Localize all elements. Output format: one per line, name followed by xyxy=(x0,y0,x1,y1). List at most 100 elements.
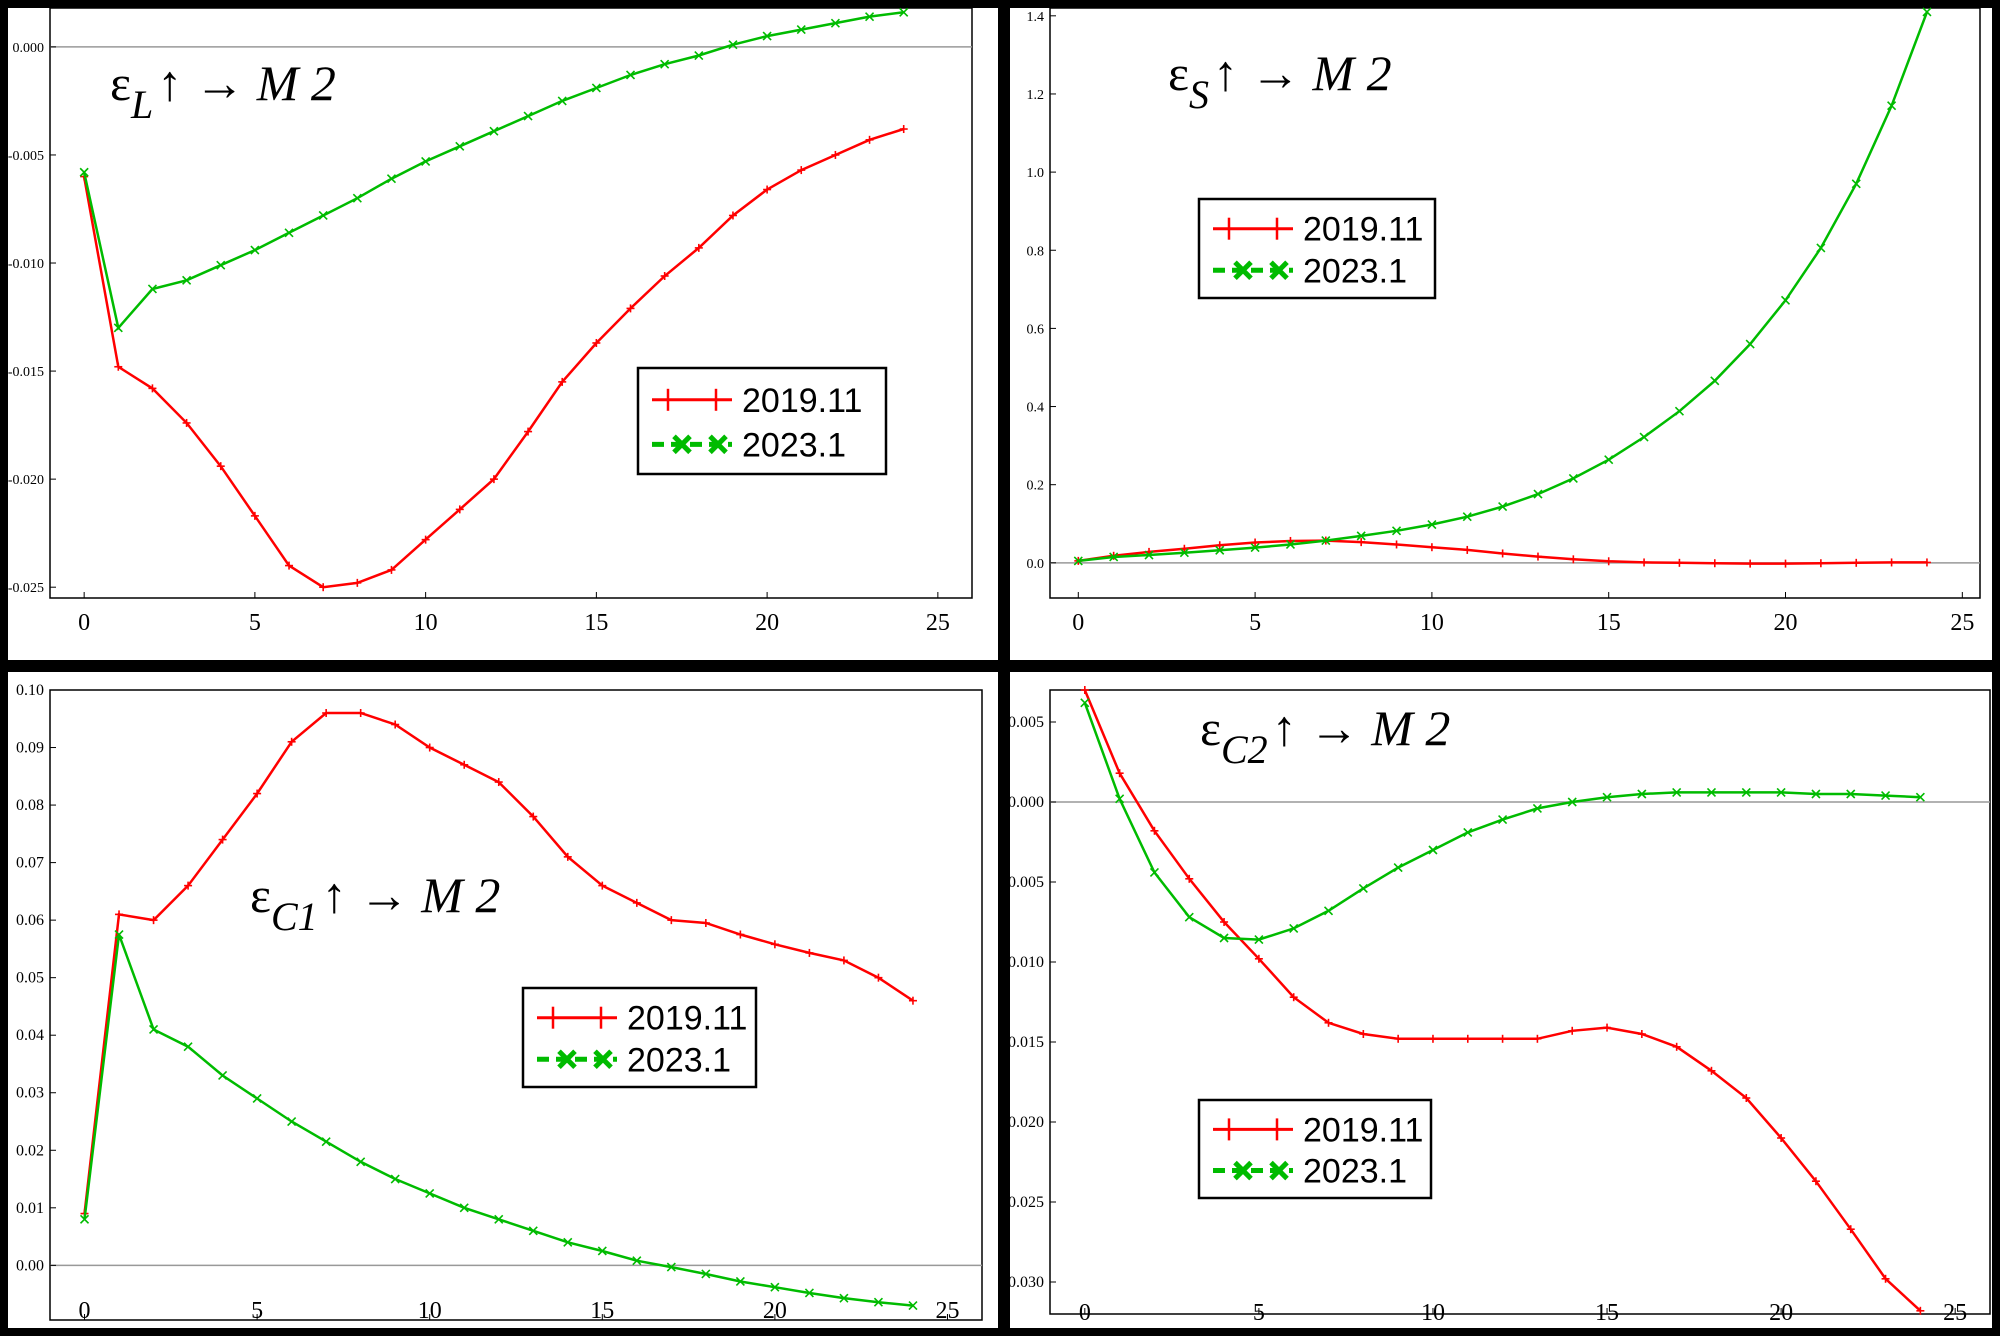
data-point-2023.1 xyxy=(1393,863,1403,873)
x-tick-label: 0 xyxy=(79,1298,91,1324)
x-tick-label: 20 xyxy=(1774,610,1798,636)
marker-stroke xyxy=(494,1214,504,1224)
marker-stroke xyxy=(1880,791,1891,801)
data-point-2023.1 xyxy=(1604,455,1614,465)
data-point-2023.1 xyxy=(1356,531,1366,541)
data-point-2023.1 xyxy=(1915,792,1925,802)
y-tick-label: -0.025 xyxy=(1003,1194,1044,1211)
marker-stroke xyxy=(1358,883,1368,893)
data-point-2023.1 xyxy=(1080,698,1090,708)
marker-stroke xyxy=(1567,797,1577,807)
marker-stroke xyxy=(1285,539,1296,550)
marker-stroke xyxy=(1811,789,1821,799)
marker-stroke xyxy=(1428,845,1438,855)
marker-stroke xyxy=(113,323,123,333)
marker-stroke xyxy=(1498,815,1508,825)
marker-stroke xyxy=(1463,827,1473,837)
data-point-2019.11 xyxy=(529,812,538,821)
data-point-2023.1 xyxy=(1073,556,1083,566)
marker-stroke xyxy=(321,1137,331,1147)
data-point-2023.1 xyxy=(728,40,738,50)
data-point-2023.1 xyxy=(321,1137,331,1147)
data-point-2019.11 xyxy=(216,462,225,471)
data-point-2019.11 xyxy=(865,135,874,144)
data-point-2023.1 xyxy=(1639,432,1649,442)
marker-stroke xyxy=(1356,531,1366,541)
data-point-2023.1 xyxy=(1776,787,1786,797)
data-point-2023.1 xyxy=(1149,867,1160,877)
marker-stroke xyxy=(528,1226,538,1236)
title-arrow: ↑ → xyxy=(1272,700,1360,756)
legend-box xyxy=(1197,197,1437,300)
data-point-2019.11 xyxy=(831,150,840,159)
data-point-2023.1 xyxy=(1745,339,1755,349)
y-tick-label: -0.030 xyxy=(1003,1274,1044,1291)
marker-stroke xyxy=(1149,867,1160,877)
data-point-2019.11 xyxy=(1394,1034,1403,1043)
x-tick-label: 25 xyxy=(935,1298,959,1324)
data-point-2019.11 xyxy=(1498,549,1507,558)
title-arrow: ↑ → xyxy=(157,55,245,111)
data-point-2019.11 xyxy=(149,916,158,925)
y-tick-label: -0.025 xyxy=(8,581,44,596)
marker-stroke xyxy=(1250,543,1260,553)
data-point-2019.11 xyxy=(1392,540,1401,549)
y-tick-label: 0.000 xyxy=(1008,794,1044,811)
data-point-2019.11 xyxy=(1916,1306,1925,1315)
marker-stroke xyxy=(701,1269,711,1279)
title-symbol: ε xyxy=(250,867,271,923)
data-point-2023.1 xyxy=(1358,883,1368,893)
data-point-2023.1 xyxy=(660,59,670,69)
data-point-2019.11 xyxy=(1498,1034,1507,1043)
data-point-2019.11 xyxy=(1357,538,1366,547)
data-point-2019.11 xyxy=(598,881,607,890)
data-point-2019.11 xyxy=(1846,1225,1855,1234)
data-point-2019.11 xyxy=(115,910,124,919)
data-point-2023.1 xyxy=(218,1070,228,1081)
marker-stroke xyxy=(1144,550,1154,560)
data-point-2023.1 xyxy=(625,70,636,80)
marker-stroke xyxy=(694,50,704,61)
legend-box xyxy=(1197,1098,1433,1200)
marker-stroke xyxy=(1846,789,1856,799)
data-point-2023.1 xyxy=(1674,406,1684,416)
x-tick-label: 5 xyxy=(251,1298,263,1324)
legend: 2019.11 2023.1 xyxy=(1197,1098,1433,1200)
legend-swatch-marker xyxy=(1233,1160,1253,1181)
data-point-2019.11 xyxy=(632,898,641,907)
marker-stroke xyxy=(1254,935,1264,945)
marker-stroke xyxy=(1637,789,1647,799)
data-point-2023.1 xyxy=(386,174,397,184)
title-target: M 2 xyxy=(420,867,500,923)
data-point-2019.11 xyxy=(839,956,848,965)
data-point-2019.11 xyxy=(1533,552,1542,561)
data-point-2023.1 xyxy=(796,25,806,35)
marker-stroke xyxy=(1776,787,1786,797)
marker-stroke xyxy=(557,96,567,106)
x-tick-label: 10 xyxy=(1421,1300,1445,1326)
x-tick-label: 0 xyxy=(1079,1300,1091,1326)
chart-panel-2: 0.0 0.2 0.4 0.6 0.8 1.0 1.2 1.4 0 5 10 15 20 25 εS↑ → M… xyxy=(1027,7,1981,636)
marker-stroke xyxy=(1532,803,1542,813)
legend-label: 2023.1 xyxy=(627,1041,731,1079)
data-point-2023.1 xyxy=(1321,535,1331,546)
data-point-2019.11 xyxy=(701,919,710,928)
data-point-2019.11 xyxy=(182,418,191,427)
data-point-2019.11 xyxy=(253,789,262,798)
marker-stroke xyxy=(1498,502,1508,512)
marker-stroke xyxy=(183,1042,193,1052)
marker-stroke xyxy=(735,1276,745,1287)
data-point-2019.11 xyxy=(148,384,157,393)
y-tick-label: 0.6 xyxy=(1027,322,1045,337)
marker-stroke xyxy=(660,59,670,69)
y-tick-label: 0.005 xyxy=(1008,714,1044,731)
marker-stroke xyxy=(1391,526,1402,536)
y-tick-label: 0.09 xyxy=(16,740,44,757)
data-point-2023.1 xyxy=(873,1297,884,1307)
plot-frame xyxy=(1049,689,1991,1315)
data-point-2019.11 xyxy=(1604,557,1613,566)
x-tick-label: 10 xyxy=(414,610,438,636)
data-point-2019.11 xyxy=(558,377,567,386)
title-arrow: ↑ → xyxy=(1213,45,1301,101)
